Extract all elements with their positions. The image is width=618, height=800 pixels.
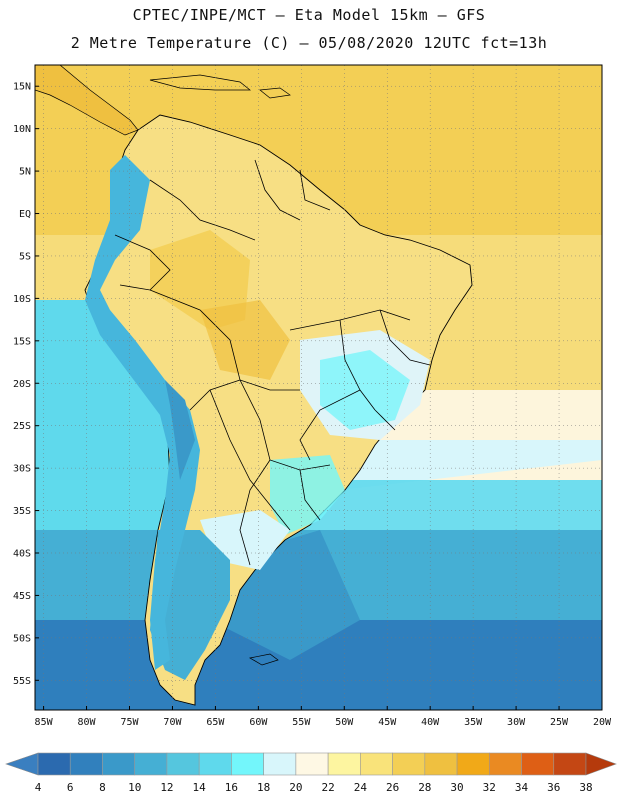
colorbar-swatch bbox=[327, 752, 361, 776]
longitude-label: 40W bbox=[421, 717, 440, 728]
latitude-labels: 15N 10N 5N EQ 5S 10S 15S 20S 25S 30S 35S 40S 45S 50S 5… bbox=[13, 82, 39, 687]
latitude-label: 15N bbox=[13, 82, 31, 93]
longitude-label: 70W bbox=[163, 717, 182, 728]
colorbar-swatch bbox=[198, 752, 232, 776]
colorbar-swatch bbox=[360, 752, 393, 776]
colorbar-swatch bbox=[102, 752, 136, 776]
colorbar-swatch bbox=[134, 752, 168, 776]
colorbar-swatch bbox=[521, 752, 555, 776]
map-title-line1: CPTEC/INPE/MCT – Eta Model 15km – GFS bbox=[132, 6, 486, 24]
colorbar-label: 30 bbox=[450, 781, 463, 794]
latitude-label: 20S bbox=[13, 379, 31, 390]
colorbar-swatch bbox=[69, 752, 103, 776]
latitude-label: 50S bbox=[13, 633, 31, 644]
colorbar-swatch bbox=[37, 752, 71, 776]
colorbar-label: 14 bbox=[193, 781, 207, 794]
colorbar-swatch bbox=[392, 752, 426, 776]
latitude-label: 35S bbox=[13, 506, 31, 517]
longitude-label: 30W bbox=[507, 717, 526, 728]
colorbar-swatch bbox=[456, 752, 490, 776]
colorbar-label: 10 bbox=[128, 781, 141, 794]
colorbar-swatch bbox=[166, 752, 200, 776]
latitude-label: 30S bbox=[13, 464, 31, 475]
colorbar-label: 18 bbox=[257, 781, 270, 794]
longitude-label: 80W bbox=[78, 717, 97, 728]
colorbar-label: 24 bbox=[354, 781, 368, 794]
latitude-label: EQ bbox=[19, 209, 31, 220]
longitude-label: 45W bbox=[378, 717, 397, 728]
latitude-label: 15S bbox=[13, 336, 31, 347]
latitude-label: 25S bbox=[13, 421, 31, 432]
falkland-islands bbox=[249, 653, 279, 666]
longitude-label: 75W bbox=[120, 717, 139, 728]
longitude-label: 60W bbox=[249, 717, 268, 728]
longitude-label: 50W bbox=[335, 717, 354, 728]
longitude-label: 25W bbox=[550, 717, 569, 728]
latitude-label: 10S bbox=[13, 294, 31, 305]
colorbar-swatch bbox=[295, 752, 329, 776]
country-borders bbox=[114, 159, 431, 566]
colorbar-over-arrow bbox=[585, 752, 617, 776]
latitude-label: 40S bbox=[13, 548, 31, 559]
temperature-colorbar: 4 6 8 10 12 14 16 18 20 22 24 26 28 30 32 34 36 38 bbox=[5, 752, 617, 794]
longitude-label: 35W bbox=[464, 717, 483, 728]
map-title-line2: 2 Metre Temperature (C) – 05/08/2020 12U… bbox=[70, 34, 548, 52]
south-america-land bbox=[84, 114, 473, 706]
latitude-label: 5S bbox=[19, 251, 31, 262]
colorbar-label: 4 bbox=[35, 781, 42, 794]
colorbar-swatch bbox=[488, 752, 522, 776]
colorbar-label: 22 bbox=[321, 781, 334, 794]
colorbar-under-arrow bbox=[5, 752, 39, 776]
latitude-label: 5N bbox=[19, 167, 31, 178]
colorbar-label: 36 bbox=[547, 781, 560, 794]
colorbar-label: 34 bbox=[515, 781, 529, 794]
colorbar-swatch bbox=[553, 752, 587, 776]
colorbar-swatch bbox=[231, 752, 264, 776]
latitude-label: 55S bbox=[13, 676, 31, 687]
longitude-label: 20W bbox=[593, 717, 612, 728]
colorbar-label: 20 bbox=[289, 781, 302, 794]
longitude-label: 85W bbox=[35, 717, 54, 728]
longitude-label: 65W bbox=[206, 717, 225, 728]
temperature-map: 15N 10N 5N EQ 5S 10S 15S 20S 25S 30S 35S 40S 45S 50S 5… bbox=[13, 64, 612, 728]
longitude-labels: 85W 80W 75W 70W 65W 60W 55W 50W 45W 40W 35W 30W 25W 2… bbox=[35, 706, 612, 728]
colorbar-label: 12 bbox=[160, 781, 173, 794]
map-frame bbox=[34, 64, 603, 711]
colorbar-label: 38 bbox=[579, 781, 592, 794]
longitude-label: 55W bbox=[292, 717, 311, 728]
colorbar-swatch bbox=[424, 752, 458, 776]
central-america bbox=[34, 64, 139, 136]
lat-lon-grid bbox=[35, 65, 603, 710]
colorbar-label: 16 bbox=[225, 781, 238, 794]
colorbar-swatch bbox=[263, 752, 297, 776]
colorbar-label: 8 bbox=[99, 781, 106, 794]
colorbar-label: 28 bbox=[418, 781, 431, 794]
colorbar-label: 26 bbox=[386, 781, 399, 794]
latitude-label: 10N bbox=[13, 124, 31, 135]
colorbar-label: 6 bbox=[67, 781, 74, 794]
colorbar-label: 32 bbox=[483, 781, 496, 794]
latitude-label: 45S bbox=[13, 591, 31, 602]
